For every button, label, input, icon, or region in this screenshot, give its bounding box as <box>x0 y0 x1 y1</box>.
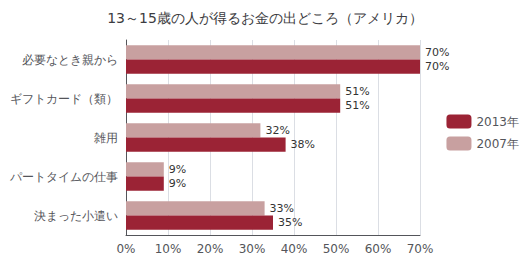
svg-text:32%: 32% <box>265 124 289 137</box>
svg-text:0%: 0% <box>116 242 135 256</box>
svg-text:雑用: 雑用 <box>94 131 118 145</box>
svg-text:51%: 51% <box>345 85 369 98</box>
svg-text:33%: 33% <box>270 202 294 215</box>
svg-text:60%: 60% <box>365 242 392 256</box>
svg-text:9%: 9% <box>169 163 186 176</box>
svg-text:40%: 40% <box>281 242 308 256</box>
svg-text:30%: 30% <box>239 242 266 256</box>
svg-text:70%: 70% <box>407 242 434 256</box>
svg-text:パートタイムの仕事: パートタイムの仕事 <box>9 170 118 184</box>
svg-text:20%: 20% <box>197 242 224 256</box>
svg-text:10%: 10% <box>155 242 182 256</box>
svg-text:50%: 50% <box>323 242 350 256</box>
svg-text:2007年: 2007年 <box>476 137 519 151</box>
svg-text:51%: 51% <box>345 99 369 112</box>
svg-text:2013年: 2013年 <box>476 115 519 129</box>
svg-text:9%: 9% <box>169 177 186 190</box>
svg-text:ギフトカード（類）: ギフトカード（類） <box>10 92 118 106</box>
svg-text:必要なとき親から: 必要なとき親から <box>22 53 118 67</box>
svg-text:13～15歳の人が得るお金の出どころ（アメリカ）: 13～15歳の人が得るお金の出どころ（アメリカ） <box>107 10 423 26</box>
svg-text:70%: 70% <box>425 60 449 73</box>
svg-text:35%: 35% <box>278 216 302 229</box>
svg-text:70%: 70% <box>425 46 449 59</box>
svg-text:決まった小遣い: 決まった小遣い <box>34 209 118 223</box>
svg-text:38%: 38% <box>291 138 315 151</box>
